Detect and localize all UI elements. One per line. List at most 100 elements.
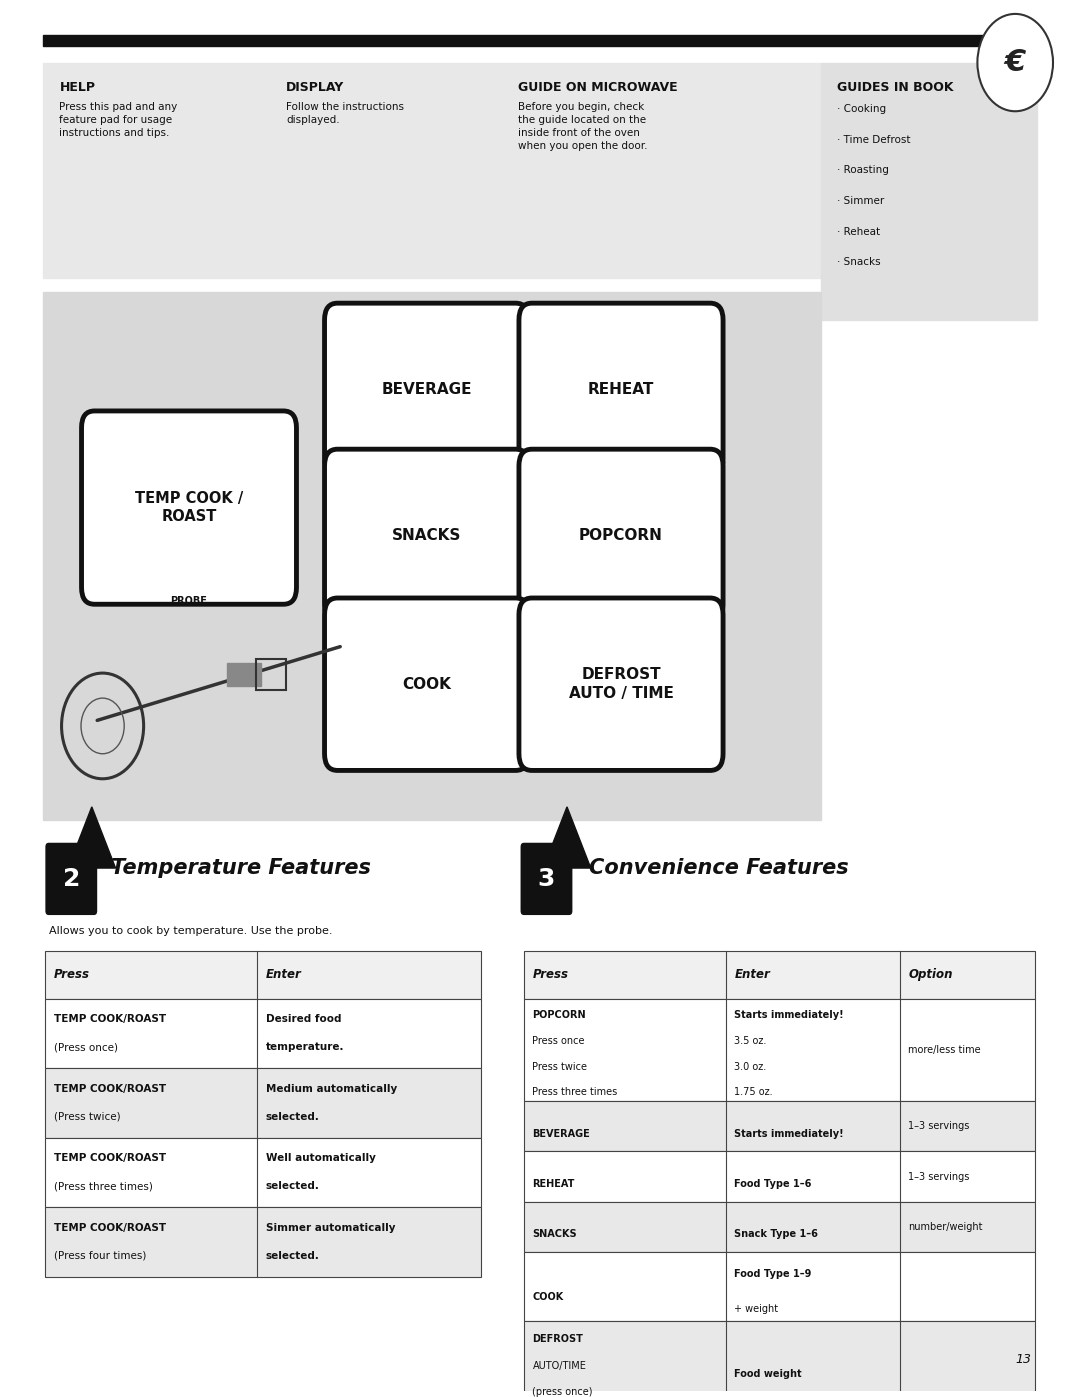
Text: DEFROST
AUTO / TIME: DEFROST AUTO / TIME [568,668,674,701]
FancyBboxPatch shape [324,303,529,475]
FancyBboxPatch shape [82,411,296,605]
Text: Before you begin, check
the guide located on the
inside front of the oven
when y: Before you begin, check the guide locate… [518,102,648,151]
Bar [821,63,1037,320]
Text: DEFROST: DEFROST [532,1334,583,1344]
Text: Desired food: Desired food [266,1014,341,1024]
Text: SNACKS: SNACKS [532,1229,577,1239]
Text: selected.: selected. [266,1112,320,1122]
Text: Follow the instructions
displayed.: Follow the instructions displayed. [286,102,404,124]
Text: REHEAT: REHEAT [588,381,654,397]
Bar [524,1201,1035,1252]
Text: TEMP COOK/ROAST: TEMP COOK/ROAST [54,1084,166,1094]
Text: Option: Option [908,968,953,981]
Text: Snack Type 1–6: Snack Type 1–6 [734,1229,819,1239]
Text: Allows you to cook by temperature. Use the probe.: Allows you to cook by temperature. Use t… [49,926,333,936]
Bar [524,999,1035,1101]
Bar [524,951,1035,999]
FancyBboxPatch shape [324,598,529,770]
Text: REHEAT: REHEAT [532,1179,575,1189]
Text: 3.0 oz.: 3.0 oz. [734,1062,767,1071]
Text: temperature.: temperature. [266,1042,345,1052]
Text: COOK: COOK [532,1292,564,1302]
FancyBboxPatch shape [518,450,724,622]
Text: (press once): (press once) [532,1387,593,1397]
Text: €: € [1004,47,1026,77]
Bar [524,1252,1035,1322]
Text: Press this pad and any
feature pad for usage
instructions and tips.: Press this pad and any feature pad for u… [59,102,177,138]
FancyBboxPatch shape [324,450,529,622]
Polygon shape [68,807,116,868]
Text: Starts immediately!: Starts immediately! [734,1129,845,1139]
Text: BEVERAGE: BEVERAGE [381,381,472,397]
Text: GUIDE ON MICROWAVE: GUIDE ON MICROWAVE [518,81,678,94]
Text: Food weight: Food weight [734,1369,802,1379]
Bar [43,35,1037,46]
FancyBboxPatch shape [518,303,724,475]
FancyBboxPatch shape [518,598,724,770]
Bar [227,664,261,686]
Text: (Press twice): (Press twice) [54,1112,121,1122]
Text: · Snacks: · Snacks [837,257,880,267]
Text: BEVERAGE: BEVERAGE [532,1129,590,1139]
Text: Food Type 1–9: Food Type 1–9 [734,1270,812,1280]
Bar [45,1207,481,1277]
Bar [524,1322,1035,1397]
Text: POPCORN: POPCORN [532,1010,586,1020]
Text: Press: Press [532,968,568,981]
Bar [43,292,821,820]
Text: 3.5 oz.: 3.5 oz. [734,1037,767,1046]
Text: Press twice: Press twice [532,1062,588,1071]
Text: selected.: selected. [266,1182,320,1192]
Text: (Press once): (Press once) [54,1042,118,1052]
Text: Press: Press [54,968,90,981]
Text: Starts immediately!: Starts immediately! [734,1010,845,1020]
Text: Simmer automatically: Simmer automatically [266,1222,395,1234]
Text: Press once: Press once [532,1037,585,1046]
Text: more/less time: more/less time [908,1045,981,1055]
Text: TEMP COOK/ROAST: TEMP COOK/ROAST [54,1014,166,1024]
Text: · Simmer: · Simmer [837,196,885,207]
Text: Medium automatically: Medium automatically [266,1084,397,1094]
Text: Convenience Features: Convenience Features [589,858,848,877]
Text: Enter: Enter [734,968,770,981]
Text: 1.75 oz.: 1.75 oz. [734,1087,773,1098]
Text: · Time Defrost: · Time Defrost [837,136,910,145]
Bar [524,1151,1035,1201]
Text: (Press four times): (Press four times) [54,1250,147,1260]
Bar [45,951,481,999]
Bar [45,1069,481,1137]
Text: number/weight: number/weight [908,1221,983,1232]
Text: TEMP COOK /
ROAST: TEMP COOK / ROAST [135,490,243,524]
Text: 1–3 servings: 1–3 servings [908,1122,970,1132]
Text: Temperature Features: Temperature Features [111,858,372,877]
Text: Enter: Enter [266,968,301,981]
Text: Food Type 1–6: Food Type 1–6 [734,1179,812,1189]
Text: COOK: COOK [402,676,451,692]
Text: + weight: + weight [734,1303,779,1315]
Text: GUIDES IN BOOK: GUIDES IN BOOK [837,81,954,94]
Circle shape [977,14,1053,112]
Bar [45,999,481,1069]
Text: PROBE: PROBE [171,595,207,606]
Text: 3: 3 [538,868,555,891]
Text: DISPLAY: DISPLAY [286,81,345,94]
Text: (Press three times): (Press three times) [54,1182,153,1192]
Text: POPCORN: POPCORN [579,528,663,543]
Text: · Cooking: · Cooking [837,105,886,115]
Text: TEMP COOK/ROAST: TEMP COOK/ROAST [54,1154,166,1164]
Text: Press three times: Press three times [532,1087,618,1098]
Text: 2: 2 [63,868,80,891]
Text: Well automatically: Well automatically [266,1154,376,1164]
Text: TEMP COOK/ROAST: TEMP COOK/ROAST [54,1222,166,1234]
Text: SNACKS: SNACKS [392,528,461,543]
Text: AUTO/TIME: AUTO/TIME [532,1361,586,1370]
Text: · Roasting: · Roasting [837,165,889,176]
FancyBboxPatch shape [521,842,572,915]
Bar [43,63,821,278]
Bar [256,659,286,690]
FancyBboxPatch shape [45,842,97,915]
Text: 13: 13 [1015,1352,1031,1366]
Polygon shape [543,807,591,868]
Text: HELP: HELP [59,81,95,94]
Text: · Reheat: · Reheat [837,226,880,236]
